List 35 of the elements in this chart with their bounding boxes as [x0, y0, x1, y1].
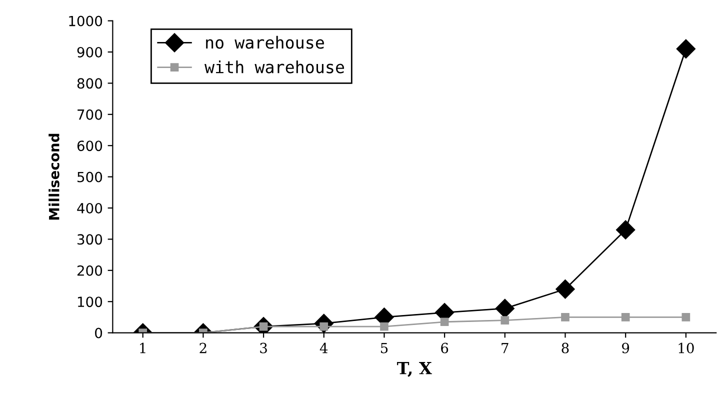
x-tick-label: 4	[320, 342, 328, 354]
x-axis-title: T, X	[397, 362, 432, 377]
y-tick-label: 900	[77, 46, 102, 58]
legend-label: with warehouse	[204, 60, 344, 74]
point	[440, 318, 449, 326]
point	[676, 39, 696, 58]
y-tick-label: 500	[78, 172, 102, 182]
x-tick-label: 7	[502, 342, 508, 354]
y-tick-label: 300	[78, 234, 102, 245]
x-tick-label: 1	[140, 342, 146, 354]
legend-label: no warehouse	[206, 36, 324, 49]
y-tick-label: 800	[77, 78, 102, 89]
y-tick-label: 600	[77, 140, 102, 152]
point	[495, 298, 514, 318]
point	[682, 313, 690, 322]
y-axis-title: Millisecond	[48, 134, 60, 220]
x-tick-label: 5	[380, 342, 388, 354]
point	[556, 280, 575, 299]
x-tick-label: 10	[678, 342, 694, 354]
x-tick-label: 3	[260, 342, 267, 354]
x-tick-label: 2	[200, 342, 206, 354]
y-tick-label: 100	[78, 296, 102, 308]
y-tick-label: 700	[78, 109, 102, 120]
point	[621, 313, 630, 322]
point	[500, 316, 510, 324]
y-tick-label: 0	[95, 328, 102, 338]
x-tick-label: 6	[441, 342, 448, 354]
point	[380, 322, 388, 331]
x-tick-label: 8	[562, 342, 569, 354]
point	[561, 313, 570, 322]
y-tick-label: 400	[77, 202, 102, 214]
y-tick-label: 1000	[69, 16, 102, 26]
point	[616, 220, 636, 240]
y-tick-label: 200	[77, 265, 102, 276]
x-tick-label: 9	[622, 342, 630, 354]
